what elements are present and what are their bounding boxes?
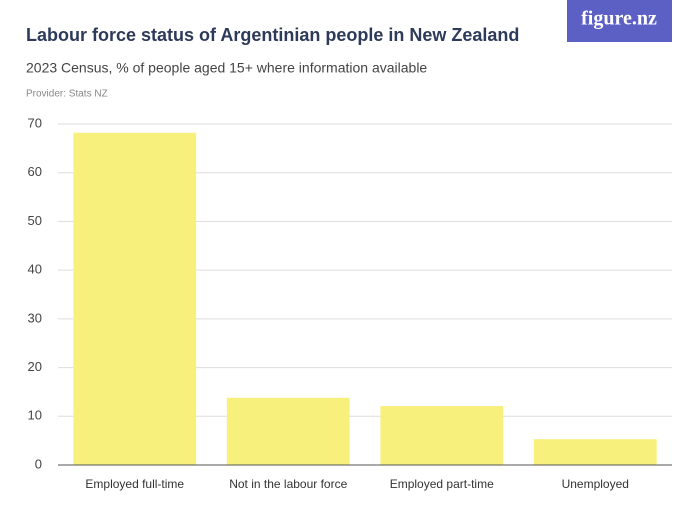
y-tick-label: 30 (28, 310, 42, 325)
y-tick-label: 20 (28, 359, 42, 374)
x-tick-label: Employed part-time (390, 477, 494, 491)
x-tick-label: Unemployed (562, 477, 629, 491)
bar (226, 397, 350, 465)
y-tick-label: 70 (28, 115, 42, 130)
y-tick-label: 50 (28, 213, 42, 228)
bar (380, 406, 504, 465)
logo-box (567, 0, 672, 42)
y-tick-label: 60 (28, 164, 42, 179)
logo: figure.nz (581, 8, 657, 30)
y-tick-label: 40 (28, 262, 42, 277)
x-tick-label: Employed full-time (85, 477, 184, 491)
chart-title: Labour force status of Argentinian peopl… (26, 25, 519, 45)
bar (533, 439, 657, 465)
y-tick-label: 0 (35, 456, 42, 471)
y-tick-label: 10 (28, 408, 42, 423)
x-tick-label: Not in the labour force (229, 477, 347, 491)
chart-subtitle: 2023 Census, % of people aged 15+ where … (26, 60, 427, 76)
provider: Provider: Stats NZ (26, 89, 108, 100)
bar (73, 132, 197, 466)
